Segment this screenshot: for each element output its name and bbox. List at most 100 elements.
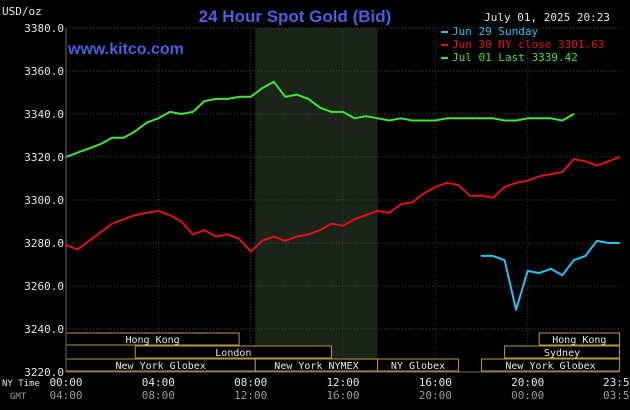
data-point <box>422 119 425 122</box>
data-point <box>353 218 356 221</box>
data-point <box>538 272 541 274</box>
data-point <box>596 239 598 242</box>
data-point <box>365 115 367 118</box>
data-point <box>445 181 448 184</box>
data-point <box>261 239 264 242</box>
data-point <box>342 110 344 113</box>
session-label: London <box>215 348 251 359</box>
data-point <box>572 158 575 161</box>
data-point <box>492 196 494 199</box>
data-point <box>422 192 425 195</box>
data-point <box>607 242 610 244</box>
data-point <box>515 308 518 311</box>
data-point <box>480 194 483 197</box>
session-label: Sydney <box>544 348 580 359</box>
data-point <box>353 117 356 120</box>
x-time-label-ny: NY Time <box>2 379 40 389</box>
data-point <box>238 95 241 98</box>
data-point <box>515 119 518 122</box>
data-point <box>480 255 483 257</box>
y-tick-label: 3300.0 <box>24 194 64 207</box>
data-point <box>376 209 379 212</box>
timestamp: July 01, 2025 20:23 <box>484 11 610 24</box>
data-point <box>445 117 448 120</box>
y-tick-label: 3360.0 <box>24 65 64 78</box>
x-tick-label-gmt: 12:00 <box>234 389 267 402</box>
data-point <box>549 267 552 270</box>
series-group <box>65 156 621 253</box>
data-point <box>607 160 610 163</box>
data-point <box>134 214 137 216</box>
data-point <box>503 186 506 189</box>
data-point <box>295 93 298 96</box>
data-point <box>584 160 587 163</box>
legend-swatch <box>441 44 448 46</box>
data-point <box>399 203 402 206</box>
data-point <box>192 110 194 113</box>
data-point <box>596 164 598 167</box>
data-point <box>388 212 391 214</box>
data-point <box>215 98 217 100</box>
data-point <box>388 119 391 122</box>
session-label: Hong Kong <box>125 335 179 346</box>
legend-swatch <box>441 57 448 59</box>
data-point <box>76 248 79 251</box>
data-point <box>618 242 621 244</box>
data-point <box>572 259 575 262</box>
session-label: New York Globex <box>505 361 595 372</box>
data-point <box>88 239 90 242</box>
data-point <box>469 117 471 120</box>
data-point <box>168 110 171 113</box>
x-tick-label-gmt: 00:00 <box>511 389 544 402</box>
legend-label: Jun 29 Sunday <box>452 25 538 38</box>
x-tick-label-gmt: 20:00 <box>419 389 452 402</box>
data-point <box>307 233 310 236</box>
legend-label: Jun 30 NY close 3301.63 <box>452 38 604 51</box>
data-point <box>561 119 564 122</box>
data-point <box>572 113 575 115</box>
data-point <box>284 239 287 242</box>
data-point <box>272 235 275 238</box>
data-point <box>434 186 437 189</box>
units-label: USD/oz <box>2 5 42 18</box>
x-tick-label-gmt: 08:00 <box>142 389 175 402</box>
data-point <box>376 117 379 120</box>
data-point <box>526 179 529 182</box>
x-tick-label-ny: 08:00 <box>234 376 267 389</box>
data-point <box>469 194 471 197</box>
session-label: New York NYMEX <box>274 361 358 372</box>
data-point <box>538 175 541 178</box>
data-point <box>411 201 414 204</box>
data-point <box>134 130 137 133</box>
data-point <box>261 87 264 90</box>
x-time-label-gmt: GMT <box>10 392 27 402</box>
session-label: New York Globex <box>115 361 205 372</box>
data-point <box>561 171 564 173</box>
data-point <box>157 117 160 120</box>
data-point <box>457 117 460 120</box>
y-tick-label: 3260.0 <box>24 280 64 293</box>
x-tick-label-gmt: 16:00 <box>326 389 359 402</box>
data-point <box>399 117 402 120</box>
data-point <box>515 181 518 184</box>
x-tick-label-ny: 00:00 <box>49 376 82 389</box>
data-point <box>549 117 552 120</box>
data-point <box>330 110 333 113</box>
data-point <box>168 214 171 216</box>
data-point <box>492 117 494 120</box>
data-point <box>99 231 102 234</box>
data-point <box>284 95 287 98</box>
data-point <box>480 117 483 120</box>
data-point <box>122 218 125 221</box>
data-point <box>215 235 217 238</box>
x-tick-label-ny: 04:00 <box>142 376 175 389</box>
data-point <box>319 106 321 109</box>
x-tick-label-ny: 20:00 <box>511 376 544 389</box>
session-label: NY Globex <box>391 361 445 372</box>
data-point <box>549 173 552 176</box>
data-point <box>319 229 321 232</box>
legend-label: Jul 01 Last 3339.42 <box>452 51 578 64</box>
session-bar <box>481 358 621 372</box>
y-tick-label: 3320.0 <box>24 151 64 164</box>
x-tick-label-ny: 12:00 <box>326 376 359 389</box>
